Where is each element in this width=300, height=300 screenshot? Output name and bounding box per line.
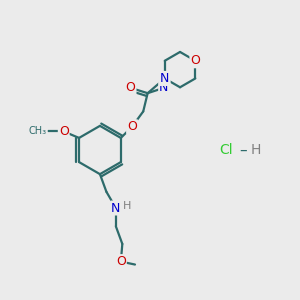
Text: O: O [59,125,69,138]
Text: O: O [190,54,200,67]
Text: H: H [251,143,261,157]
Text: O: O [126,81,136,94]
Text: –: – [239,142,247,158]
Text: O: O [116,255,126,268]
Text: CH₃: CH₃ [29,126,47,136]
Text: N: N [160,72,170,85]
Text: N: N [159,81,169,94]
Text: Cl: Cl [220,143,233,157]
Text: N: N [111,202,121,214]
Text: N: N [160,72,170,85]
Text: O: O [127,120,137,133]
Text: H: H [123,201,131,211]
